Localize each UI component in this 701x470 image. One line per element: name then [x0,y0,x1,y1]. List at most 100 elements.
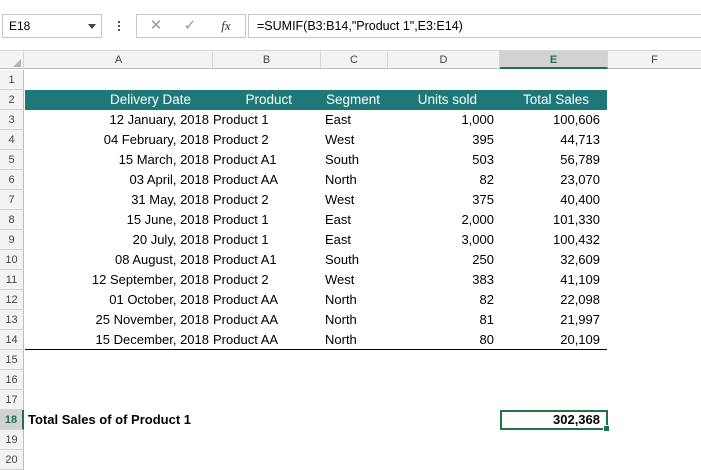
cell-segment[interactable]: South [325,252,359,267]
cell-units-sold[interactable]: 82 [479,292,494,307]
cell-total-sales[interactable]: 56,789 [560,152,600,167]
row-header[interactable]: 7 [0,190,24,210]
cell-units-sold[interactable]: 395 [472,132,494,147]
cell-product[interactable]: Product AA [213,172,279,187]
row-header[interactable]: 20 [0,450,24,470]
active-cell[interactable]: 302,368 [500,410,610,432]
row-header[interactable]: 13 [0,310,24,330]
cell-delivery-date[interactable]: 08 August, 2018 [115,252,209,267]
column-header-c[interactable]: C [321,51,388,69]
column-header-f[interactable]: F [651,54,658,66]
row-header[interactable]: 11 [0,270,24,290]
cell-segment[interactable]: East [325,232,352,247]
cell-product[interactable]: Product 2 [213,272,269,287]
fill-handle[interactable] [603,425,610,432]
cell-delivery-date[interactable]: 25 November, 2018 [95,312,209,327]
cell-total-sales[interactable]: 32,609 [560,252,600,267]
cell-delivery-date[interactable]: 15 December, 2018 [95,332,209,347]
cell-product[interactable]: Product A1 [213,152,277,167]
column-header-d[interactable]: D [388,51,500,69]
row-header[interactable]: 19 [0,430,24,450]
cell-total-sales[interactable]: 44,713 [560,132,600,147]
cell-product[interactable]: Product 2 [213,192,269,207]
cell-total-sales[interactable]: 20,109 [560,332,600,347]
cell-units-sold[interactable]: 3,000 [461,232,494,247]
insert-function-icon[interactable]: fx [221,18,231,33]
cell-units-sold[interactable]: 375 [472,192,494,207]
header-delivery-date[interactable]: Delivery Date [109,92,191,107]
column-header-a[interactable]: A [25,51,213,69]
cell-segment[interactable]: West [325,192,355,207]
cell-delivery-date[interactable]: 12 September, 2018 [91,272,209,287]
header-total-sales[interactable]: Total Sales [522,92,589,107]
cell-product[interactable]: Product AA [213,292,279,307]
cell-delivery-date[interactable]: 15 March, 2018 [118,152,209,167]
row-header[interactable]: 17 [0,390,24,410]
column-header-e[interactable]: E [500,51,608,69]
row-header[interactable]: 10 [0,250,24,270]
cell-delivery-date[interactable]: 01 October, 2018 [109,292,209,307]
row-header[interactable]: 3 [0,110,24,130]
header-segment[interactable]: Segment [326,92,381,107]
cell-total-sales[interactable]: 21,997 [560,312,600,327]
row-header[interactable]: 18 [0,410,24,430]
summary-label[interactable]: Total Sales of of Product 1 [28,412,192,427]
cell-segment[interactable]: West [325,132,355,147]
cell-units-sold[interactable]: 1,000 [461,112,494,127]
cell-segment[interactable]: North [325,312,357,327]
cell-delivery-date[interactable]: 12 January, 2018 [109,112,210,127]
cell-product[interactable]: Product 1 [213,112,269,127]
cell-units-sold[interactable]: 383 [472,272,494,287]
cancel-icon[interactable]: ✕ [149,17,163,34]
row-header[interactable]: 12 [0,290,24,310]
row-header[interactable]: 16 [0,370,24,390]
cell-total-sales[interactable]: 101,330 [553,212,600,227]
cell-product[interactable]: Product AA [213,332,279,347]
chevron-down-icon[interactable] [88,24,96,29]
cell-total-sales[interactable]: 22,098 [560,292,600,307]
cell-units-sold[interactable]: 81 [479,312,494,327]
row-header[interactable]: 14 [0,330,24,350]
cell-segment[interactable]: East [325,112,352,127]
cell-delivery-date[interactable]: 31 May, 2018 [131,192,209,207]
cell-total-sales[interactable]: 41,109 [560,272,600,287]
cell-product[interactable]: Product 1 [213,212,269,227]
cell-delivery-date[interactable]: 15 June, 2018 [126,212,209,227]
cell-total-sales[interactable]: 100,606 [553,112,600,127]
cell-segment[interactable]: East [325,212,352,227]
cell-product[interactable]: Product AA [213,312,279,327]
row-header[interactable]: 1 [0,70,24,90]
cell-segment[interactable]: West [325,272,355,287]
cell-total-sales[interactable]: 23,070 [560,172,600,187]
cell-segment[interactable]: North [325,292,357,307]
cell-segment[interactable]: South [325,152,359,167]
cell-units-sold[interactable]: 80 [479,332,494,347]
cell-units-sold[interactable]: 82 [479,172,494,187]
row-header[interactable]: 6 [0,170,24,190]
cell-product[interactable]: Product 2 [213,132,269,147]
cell-units-sold[interactable]: 503 [472,152,494,167]
cell-total-sales[interactable]: 40,400 [560,192,600,207]
row-header[interactable]: 9 [0,230,24,250]
cell-segment[interactable]: North [325,172,357,187]
cell-units-sold[interactable]: 2,000 [461,212,494,227]
cell-units-sold[interactable]: 250 [472,252,494,267]
row-header[interactable]: 8 [0,210,24,230]
formula-input[interactable]: =SUMIF(B3:B14,"Product 1",E3:E14) [248,14,701,38]
row-header[interactable]: 5 [0,150,24,170]
cell-segment[interactable]: North [325,332,357,347]
row-header[interactable]: 15 [0,350,24,370]
cell-total-sales[interactable]: 100,432 [553,232,600,247]
select-all-button[interactable] [0,51,24,69]
cell-product[interactable]: Product A1 [213,252,277,267]
enter-icon[interactable]: ✓ [183,17,197,34]
cell-delivery-date[interactable]: 04 February, 2018 [103,132,209,147]
cell-delivery-date[interactable]: 03 April, 2018 [129,172,209,187]
cell-delivery-date[interactable]: 20 July, 2018 [132,232,209,247]
header-product[interactable]: Product [245,92,292,107]
name-box[interactable]: E18 [2,14,102,38]
row-header[interactable]: 4 [0,130,24,150]
more-options-icon[interactable] [115,14,123,38]
row-header[interactable]: 2 [0,90,24,110]
column-header-b[interactable]: B [213,51,321,69]
